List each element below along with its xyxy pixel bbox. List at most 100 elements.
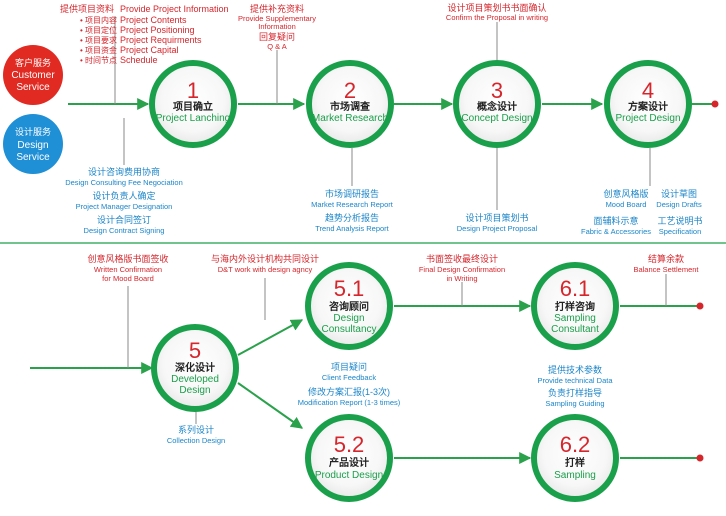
svg-text:Sampling Guiding: Sampling Guiding bbox=[545, 399, 604, 408]
svg-text:项目疑问: 项目疑问 bbox=[331, 361, 367, 372]
svg-text:1: 1 bbox=[187, 78, 199, 103]
svg-text:Project Requirments: Project Requirments bbox=[120, 35, 202, 45]
svg-text:Project Design: Project Design bbox=[615, 113, 680, 124]
svg-text:D&T work with design agncy: D&T work with design agncy bbox=[218, 265, 313, 274]
svg-text:5.1: 5.1 bbox=[334, 276, 365, 301]
svg-text:in Writing: in Writing bbox=[446, 274, 477, 283]
svg-text:Sampling: Sampling bbox=[554, 313, 596, 324]
svg-text:Service: Service bbox=[16, 152, 50, 163]
top-flow-line bbox=[68, 98, 719, 110]
svg-text:提供补充资料: 提供补充资料 bbox=[250, 3, 304, 14]
svg-text:Design Contract Signing: Design Contract Signing bbox=[84, 226, 165, 235]
svg-text:设计合同签订: 设计合同签订 bbox=[97, 214, 151, 225]
svg-text:提供技术参数: 提供技术参数 bbox=[548, 364, 602, 375]
svg-text:设计服务: 设计服务 bbox=[15, 126, 51, 137]
stage61-notes: 提供技术参数 Provide technical Data 负责打样指导 Sam… bbox=[537, 364, 613, 408]
svg-text:Q & A: Q & A bbox=[267, 42, 287, 51]
svg-text:设计咨询费用协商: 设计咨询费用协商 bbox=[88, 166, 160, 177]
svg-text:4: 4 bbox=[642, 78, 654, 103]
svg-text:趋势分析报告: 趋势分析报告 bbox=[325, 212, 379, 223]
svg-text:与海内外设计机构共同设计: 与海内外设计机构共同设计 bbox=[211, 253, 319, 264]
stage-1: 1 项目确立 Project Lanching bbox=[149, 60, 237, 148]
svg-text:Design Consulting Fee Negociat: Design Consulting Fee Negociation bbox=[65, 178, 183, 187]
stage51-notes: 项目疑问 Client Feedback 修改方案汇报(1-3次) Modifi… bbox=[298, 361, 401, 407]
customer-service-badge: 客户服务 Customer Service bbox=[3, 45, 63, 105]
stage1-notes: 设计咨询费用协商 Design Consulting Fee Negociati… bbox=[65, 166, 183, 235]
svg-text:Project Manager Designation: Project Manager Designation bbox=[76, 202, 173, 211]
svg-text:2: 2 bbox=[344, 78, 356, 103]
svg-text:Design: Design bbox=[333, 313, 364, 324]
svg-text:设计草图: 设计草图 bbox=[661, 188, 697, 199]
mood-board-note: 创意风格版书面签收 Written Confirmation for Mood … bbox=[87, 253, 168, 283]
cn-item-4: • 项目资金 bbox=[80, 45, 117, 55]
svg-text:Project Positioning: Project Positioning bbox=[120, 25, 195, 35]
svg-text:Fabric & Accessories: Fabric & Accessories bbox=[581, 227, 651, 236]
svg-text:Provide Project Information: Provide Project Information bbox=[120, 4, 229, 14]
svg-text:市场调查: 市场调查 bbox=[330, 100, 371, 113]
svg-text:客户服务: 客户服务 bbox=[15, 57, 51, 68]
stage4-notes: 创意风格版 Mood Board 设计草图 Design Drafts 面辅料示… bbox=[581, 188, 703, 236]
svg-text:咨询顾问: 咨询顾问 bbox=[329, 300, 369, 313]
svg-text:Consultant: Consultant bbox=[551, 324, 599, 335]
project-info-note: 提供项目资料 • 项目内容 • 项目定位 • 项目要求 • 项目资金 • 时间节… bbox=[60, 3, 229, 65]
svg-text:Collection Design: Collection Design bbox=[167, 436, 225, 445]
supplementary-note: 提供补充资料 Provide Supplementary Information… bbox=[238, 3, 316, 51]
stage-5-2: 5.2 产品设计 Product Design bbox=[305, 414, 393, 502]
svg-text:5.2: 5.2 bbox=[334, 432, 365, 457]
svg-text:Project Lanching: Project Lanching bbox=[156, 113, 231, 124]
svg-text:Final Design Confirmation: Final Design Confirmation bbox=[419, 265, 505, 274]
stage5-note: 系列设计 Collection Design bbox=[167, 424, 225, 445]
svg-text:Concept Design: Concept Design bbox=[461, 113, 532, 124]
svg-text:Project Capital: Project Capital bbox=[120, 45, 179, 55]
svg-text:Specification: Specification bbox=[659, 227, 702, 236]
svg-text:结算余款: 结算余款 bbox=[648, 253, 684, 264]
stage-6-1: 6.1 打样咨询 Sampling Consultant bbox=[531, 262, 619, 350]
svg-text:书面签收最终设计: 书面签收最终设计 bbox=[426, 253, 498, 264]
svg-text:修改方案汇报(1-3次): 修改方案汇报(1-3次) bbox=[308, 386, 390, 397]
overseas-note: 与海内外设计机构共同设计 D&T work with design agncy bbox=[211, 253, 319, 274]
stage3-notes: 设计项目策划书 Design Project Proposal bbox=[457, 212, 538, 233]
svg-text:Modification Report (1-3 times: Modification Report (1-3 times) bbox=[298, 398, 401, 407]
cn-item-2: • 项目定位 bbox=[80, 25, 117, 35]
design-service-badge: 设计服务 Design Service bbox=[3, 114, 63, 174]
cn-item-5: • 时间节点 bbox=[80, 55, 117, 65]
svg-text:Project Contents: Project Contents bbox=[120, 15, 187, 25]
svg-text:Service: Service bbox=[16, 82, 50, 93]
bottom-flow-lines bbox=[30, 300, 704, 464]
svg-text:Trend Analysis Report: Trend Analysis Report bbox=[315, 224, 389, 233]
svg-text:3: 3 bbox=[491, 78, 503, 103]
stage-5-1: 5.1 咨询顾问 Design Consultancy bbox=[305, 262, 393, 350]
svg-text:Customer: Customer bbox=[11, 70, 55, 81]
svg-text:Written Confirmation: Written Confirmation bbox=[94, 265, 162, 274]
svg-text:概念设计: 概念设计 bbox=[477, 100, 517, 113]
cn-item-1: • 项目内容 bbox=[80, 15, 117, 25]
balance-note: 结算余款 Balance Settlement bbox=[633, 253, 699, 274]
svg-text:Balance Settlement: Balance Settlement bbox=[633, 265, 699, 274]
svg-text:6.1: 6.1 bbox=[560, 276, 591, 301]
stage-3: 3 概念设计 Concept Design bbox=[453, 60, 541, 148]
svg-text:系列设计: 系列设计 bbox=[178, 424, 214, 435]
svg-text:Developed: Developed bbox=[171, 374, 219, 385]
svg-text:6.2: 6.2 bbox=[560, 432, 591, 457]
svg-text:Sampling: Sampling bbox=[554, 470, 596, 481]
svg-text:项目确立: 项目确立 bbox=[173, 100, 213, 113]
svg-text:Product Design: Product Design bbox=[315, 470, 383, 481]
svg-text:Consultancy: Consultancy bbox=[321, 324, 376, 335]
svg-text:设计项目策划书书面确认: 设计项目策划书书面确认 bbox=[447, 2, 546, 13]
svg-text:Information: Information bbox=[258, 22, 296, 31]
svg-text:创意风格版: 创意风格版 bbox=[603, 188, 648, 199]
svg-text:Provide Supplementary: Provide Supplementary bbox=[238, 14, 316, 23]
svg-text:打样咨询: 打样咨询 bbox=[555, 300, 595, 313]
stage2-notes: 市场调研报告 Market Research Report 趋势分析报告 Tre… bbox=[311, 188, 394, 233]
svg-text:面辅料示意: 面辅料示意 bbox=[593, 215, 638, 226]
svg-text:打样: 打样 bbox=[565, 456, 585, 469]
svg-text:创意风格版书面签收: 创意风格版书面签收 bbox=[87, 253, 168, 264]
svg-text:Schedule: Schedule bbox=[120, 55, 158, 65]
svg-text:Mood Board: Mood Board bbox=[606, 200, 647, 209]
confirm-proposal-note: 设计项目策划书书面确认 Confirm the Proposal in writ… bbox=[446, 2, 548, 22]
svg-text:工艺说明书: 工艺说明书 bbox=[657, 215, 702, 226]
svg-text:设计负责人确定: 设计负责人确定 bbox=[92, 190, 155, 201]
svg-text:Market Research Report: Market Research Report bbox=[311, 200, 394, 209]
svg-text:5: 5 bbox=[189, 338, 201, 363]
